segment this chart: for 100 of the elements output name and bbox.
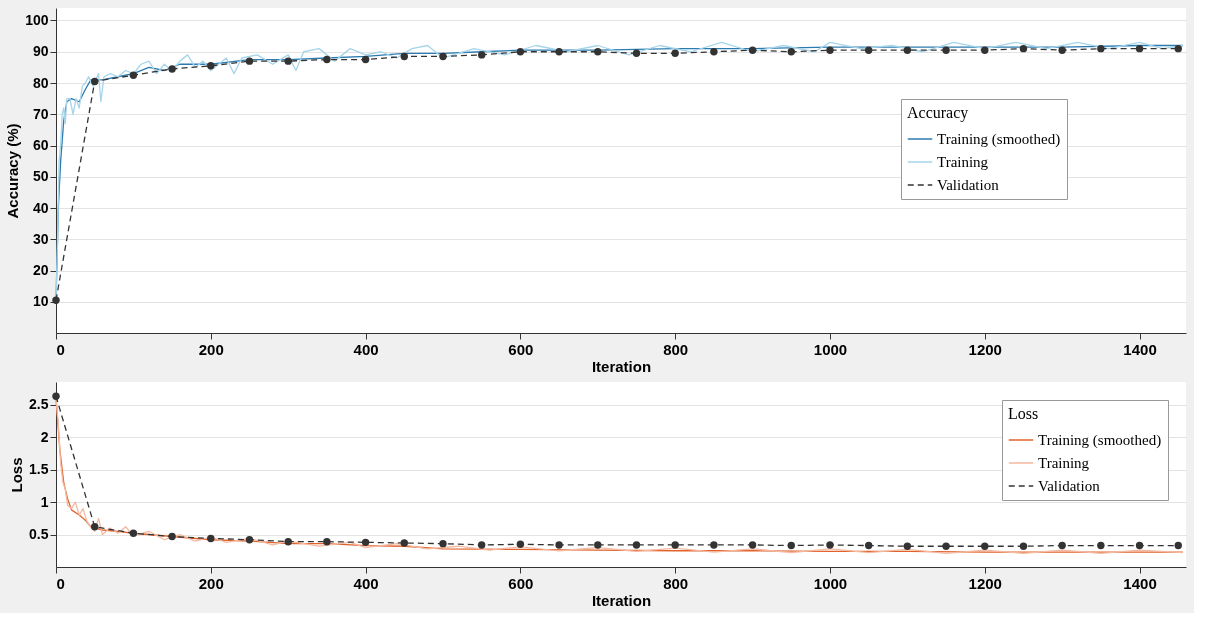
x-tick-label: 1200	[968, 340, 1002, 358]
x-tick-label: 600	[508, 340, 534, 358]
y-tick-label: 1.5	[29, 461, 49, 478]
point	[439, 52, 447, 61]
y-tick-label: 60	[32, 137, 49, 153]
point	[168, 65, 176, 73]
x-tick-label: 1400	[1123, 574, 1157, 592]
point	[245, 536, 254, 544]
point	[864, 46, 873, 54]
point	[361, 538, 370, 547]
legend-label: Training (smoothed)	[937, 131, 1061, 148]
x-tick-label: 200	[198, 574, 224, 592]
x-tick-label: 400	[353, 574, 379, 592]
y-tick-label: 2	[40, 428, 49, 445]
point	[903, 542, 912, 550]
point	[207, 534, 215, 543]
x-axis-title: Iteration	[591, 591, 652, 609]
x-axis-title: Iteration	[591, 357, 652, 375]
y-axis-title: Loss	[8, 457, 26, 493]
x-tick-label: 1200	[968, 574, 1002, 592]
point	[516, 48, 525, 56]
point	[1174, 541, 1182, 550]
y-tick-label: 30	[32, 230, 49, 247]
x-tick-label: 1000	[813, 340, 848, 358]
point	[361, 55, 370, 64]
point	[1097, 541, 1105, 550]
point	[323, 537, 331, 546]
point	[981, 46, 989, 54]
y-tick-label: 20	[32, 262, 49, 278]
point	[632, 541, 641, 549]
point	[826, 46, 834, 54]
y-tick-label: 100	[25, 12, 49, 28]
point	[1135, 541, 1144, 550]
point	[477, 51, 486, 59]
x-tick-label: 800	[663, 340, 689, 358]
point	[129, 71, 138, 79]
legend-title: Loss	[1008, 405, 1039, 422]
x-tick-label: 400	[353, 340, 379, 358]
y-tick-label: 70	[32, 105, 49, 122]
x-tick-label: 0	[56, 340, 65, 358]
y-tick-label: 40	[32, 199, 49, 216]
legend-label: Training	[1038, 455, 1090, 471]
point	[516, 540, 525, 548]
point	[594, 48, 602, 56]
point	[710, 48, 718, 56]
x-tick-label: 200	[198, 340, 224, 358]
x-tick-label: 1400	[1123, 340, 1157, 358]
y-tick-label: 2.5	[29, 396, 49, 413]
point	[439, 539, 447, 548]
point	[787, 48, 795, 56]
point	[1174, 44, 1182, 53]
point	[245, 57, 254, 65]
point	[826, 541, 834, 549]
x-tick-label: 1000	[813, 574, 848, 592]
point	[1135, 44, 1144, 53]
x-tick-label: 600	[508, 574, 534, 592]
y-axis-title: Accuracy (%)	[4, 123, 22, 219]
point	[284, 537, 292, 546]
legend-title: Accuracy	[907, 104, 969, 122]
x-tick-label: 0	[56, 574, 65, 592]
y-tick-label: 10	[32, 293, 49, 310]
point	[323, 55, 331, 64]
x-tick-label: 800	[663, 574, 689, 592]
point	[594, 541, 602, 549]
point	[284, 57, 292, 65]
point	[632, 49, 641, 58]
point	[787, 541, 795, 550]
point	[710, 541, 718, 549]
point	[477, 541, 486, 549]
point	[52, 392, 60, 400]
point	[1058, 541, 1066, 550]
point	[903, 46, 912, 54]
point	[555, 541, 563, 549]
point	[555, 48, 563, 56]
legend-label: Training	[937, 154, 989, 170]
point	[981, 542, 989, 550]
y-tick-label: 1	[40, 493, 49, 510]
y-tick-label: 0.5	[29, 526, 49, 543]
point	[671, 541, 679, 549]
point	[168, 532, 176, 541]
legend-label: Validation	[1038, 478, 1101, 494]
y-tick-label: 80	[32, 74, 49, 91]
legend-label: Training (smoothed)	[1038, 432, 1162, 449]
point	[864, 541, 873, 550]
point	[1097, 44, 1105, 53]
point	[942, 542, 950, 550]
point	[748, 541, 757, 549]
point	[400, 539, 408, 547]
point	[400, 52, 408, 61]
point	[748, 46, 757, 54]
point	[129, 529, 138, 537]
point	[1019, 542, 1028, 550]
point	[1058, 46, 1066, 54]
y-tick-label: 90	[32, 43, 49, 60]
point	[942, 46, 950, 54]
y-tick-label: 50	[32, 168, 49, 185]
legend-label: Validation	[937, 177, 1000, 193]
point	[52, 296, 60, 304]
point	[207, 62, 215, 70]
point	[90, 523, 99, 531]
